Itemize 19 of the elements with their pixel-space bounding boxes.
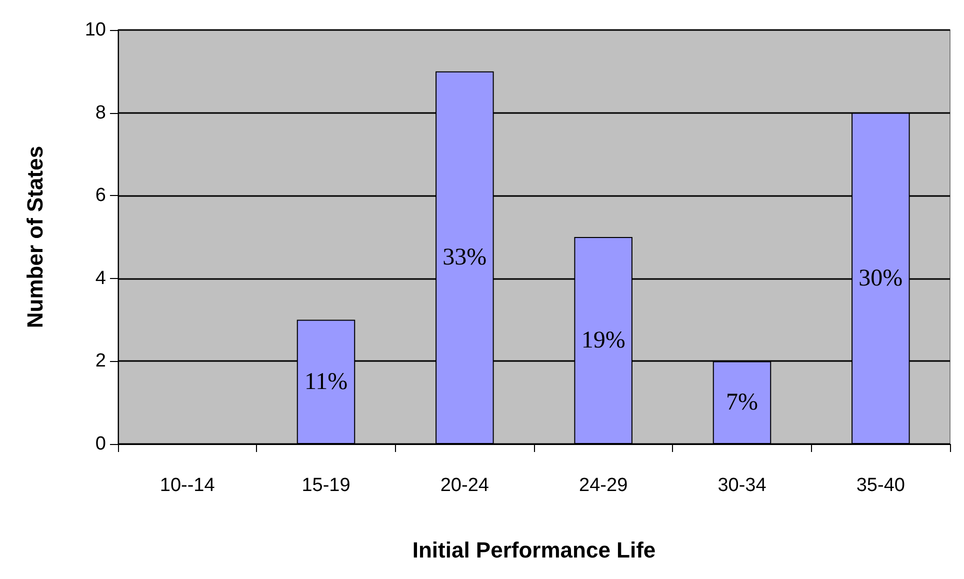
x-tick-label: 10--14	[160, 475, 216, 496]
y-tick-label: 10	[84, 20, 106, 40]
x-tick-label: 35-40	[856, 475, 905, 496]
x-tick-label: 30-34	[718, 475, 767, 496]
y-tick-label: 8	[95, 102, 106, 124]
y-tick-label: 4	[95, 268, 106, 289]
annotation: 7%	[726, 390, 758, 416]
y-axis-title: Number of States	[22, 146, 48, 328]
x-tick-label: 15-19	[302, 475, 350, 496]
annotation: 30%	[858, 265, 903, 292]
annotation: 33%	[442, 244, 487, 271]
annotation: 19%	[581, 328, 626, 354]
y-tick-label: 6	[95, 185, 106, 206]
annotation: 11%	[304, 368, 348, 395]
x-axis-title: Initial Performance Life	[412, 538, 656, 562]
x-tick-label: 20-24	[440, 475, 490, 496]
y-tick-label: 2	[95, 350, 106, 372]
y-tick-label: 0	[95, 434, 106, 454]
x-tick-label: 24-29	[579, 475, 628, 496]
